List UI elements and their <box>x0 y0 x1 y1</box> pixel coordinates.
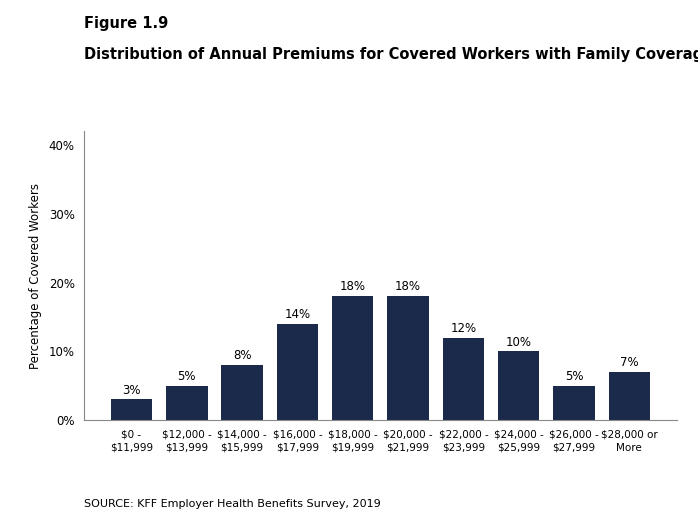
Text: Figure 1.9: Figure 1.9 <box>84 16 168 31</box>
Text: 12%: 12% <box>450 322 477 335</box>
Y-axis label: Percentage of Covered Workers: Percentage of Covered Workers <box>29 183 42 369</box>
Bar <box>609 372 650 420</box>
Bar <box>554 386 595 420</box>
Text: 18%: 18% <box>395 280 421 293</box>
Text: 3%: 3% <box>122 384 141 396</box>
Bar <box>387 296 429 420</box>
Text: 5%: 5% <box>565 370 584 383</box>
Bar <box>276 324 318 420</box>
Bar <box>111 400 152 420</box>
Text: 18%: 18% <box>340 280 366 293</box>
Text: SOURCE: KFF Employer Health Benefits Survey, 2019: SOURCE: KFF Employer Health Benefits Sur… <box>84 499 380 509</box>
Text: Distribution of Annual Premiums for Covered Workers with Family Coverage, 2019: Distribution of Annual Premiums for Cove… <box>84 47 698 62</box>
Text: 14%: 14% <box>284 308 311 321</box>
Bar <box>221 365 263 420</box>
Bar <box>166 386 207 420</box>
Bar <box>498 351 540 420</box>
Bar <box>443 338 484 420</box>
Text: 10%: 10% <box>506 335 532 349</box>
Text: 8%: 8% <box>233 349 251 362</box>
Bar <box>332 296 373 420</box>
Text: 5%: 5% <box>177 370 196 383</box>
Text: 7%: 7% <box>620 356 639 369</box>
